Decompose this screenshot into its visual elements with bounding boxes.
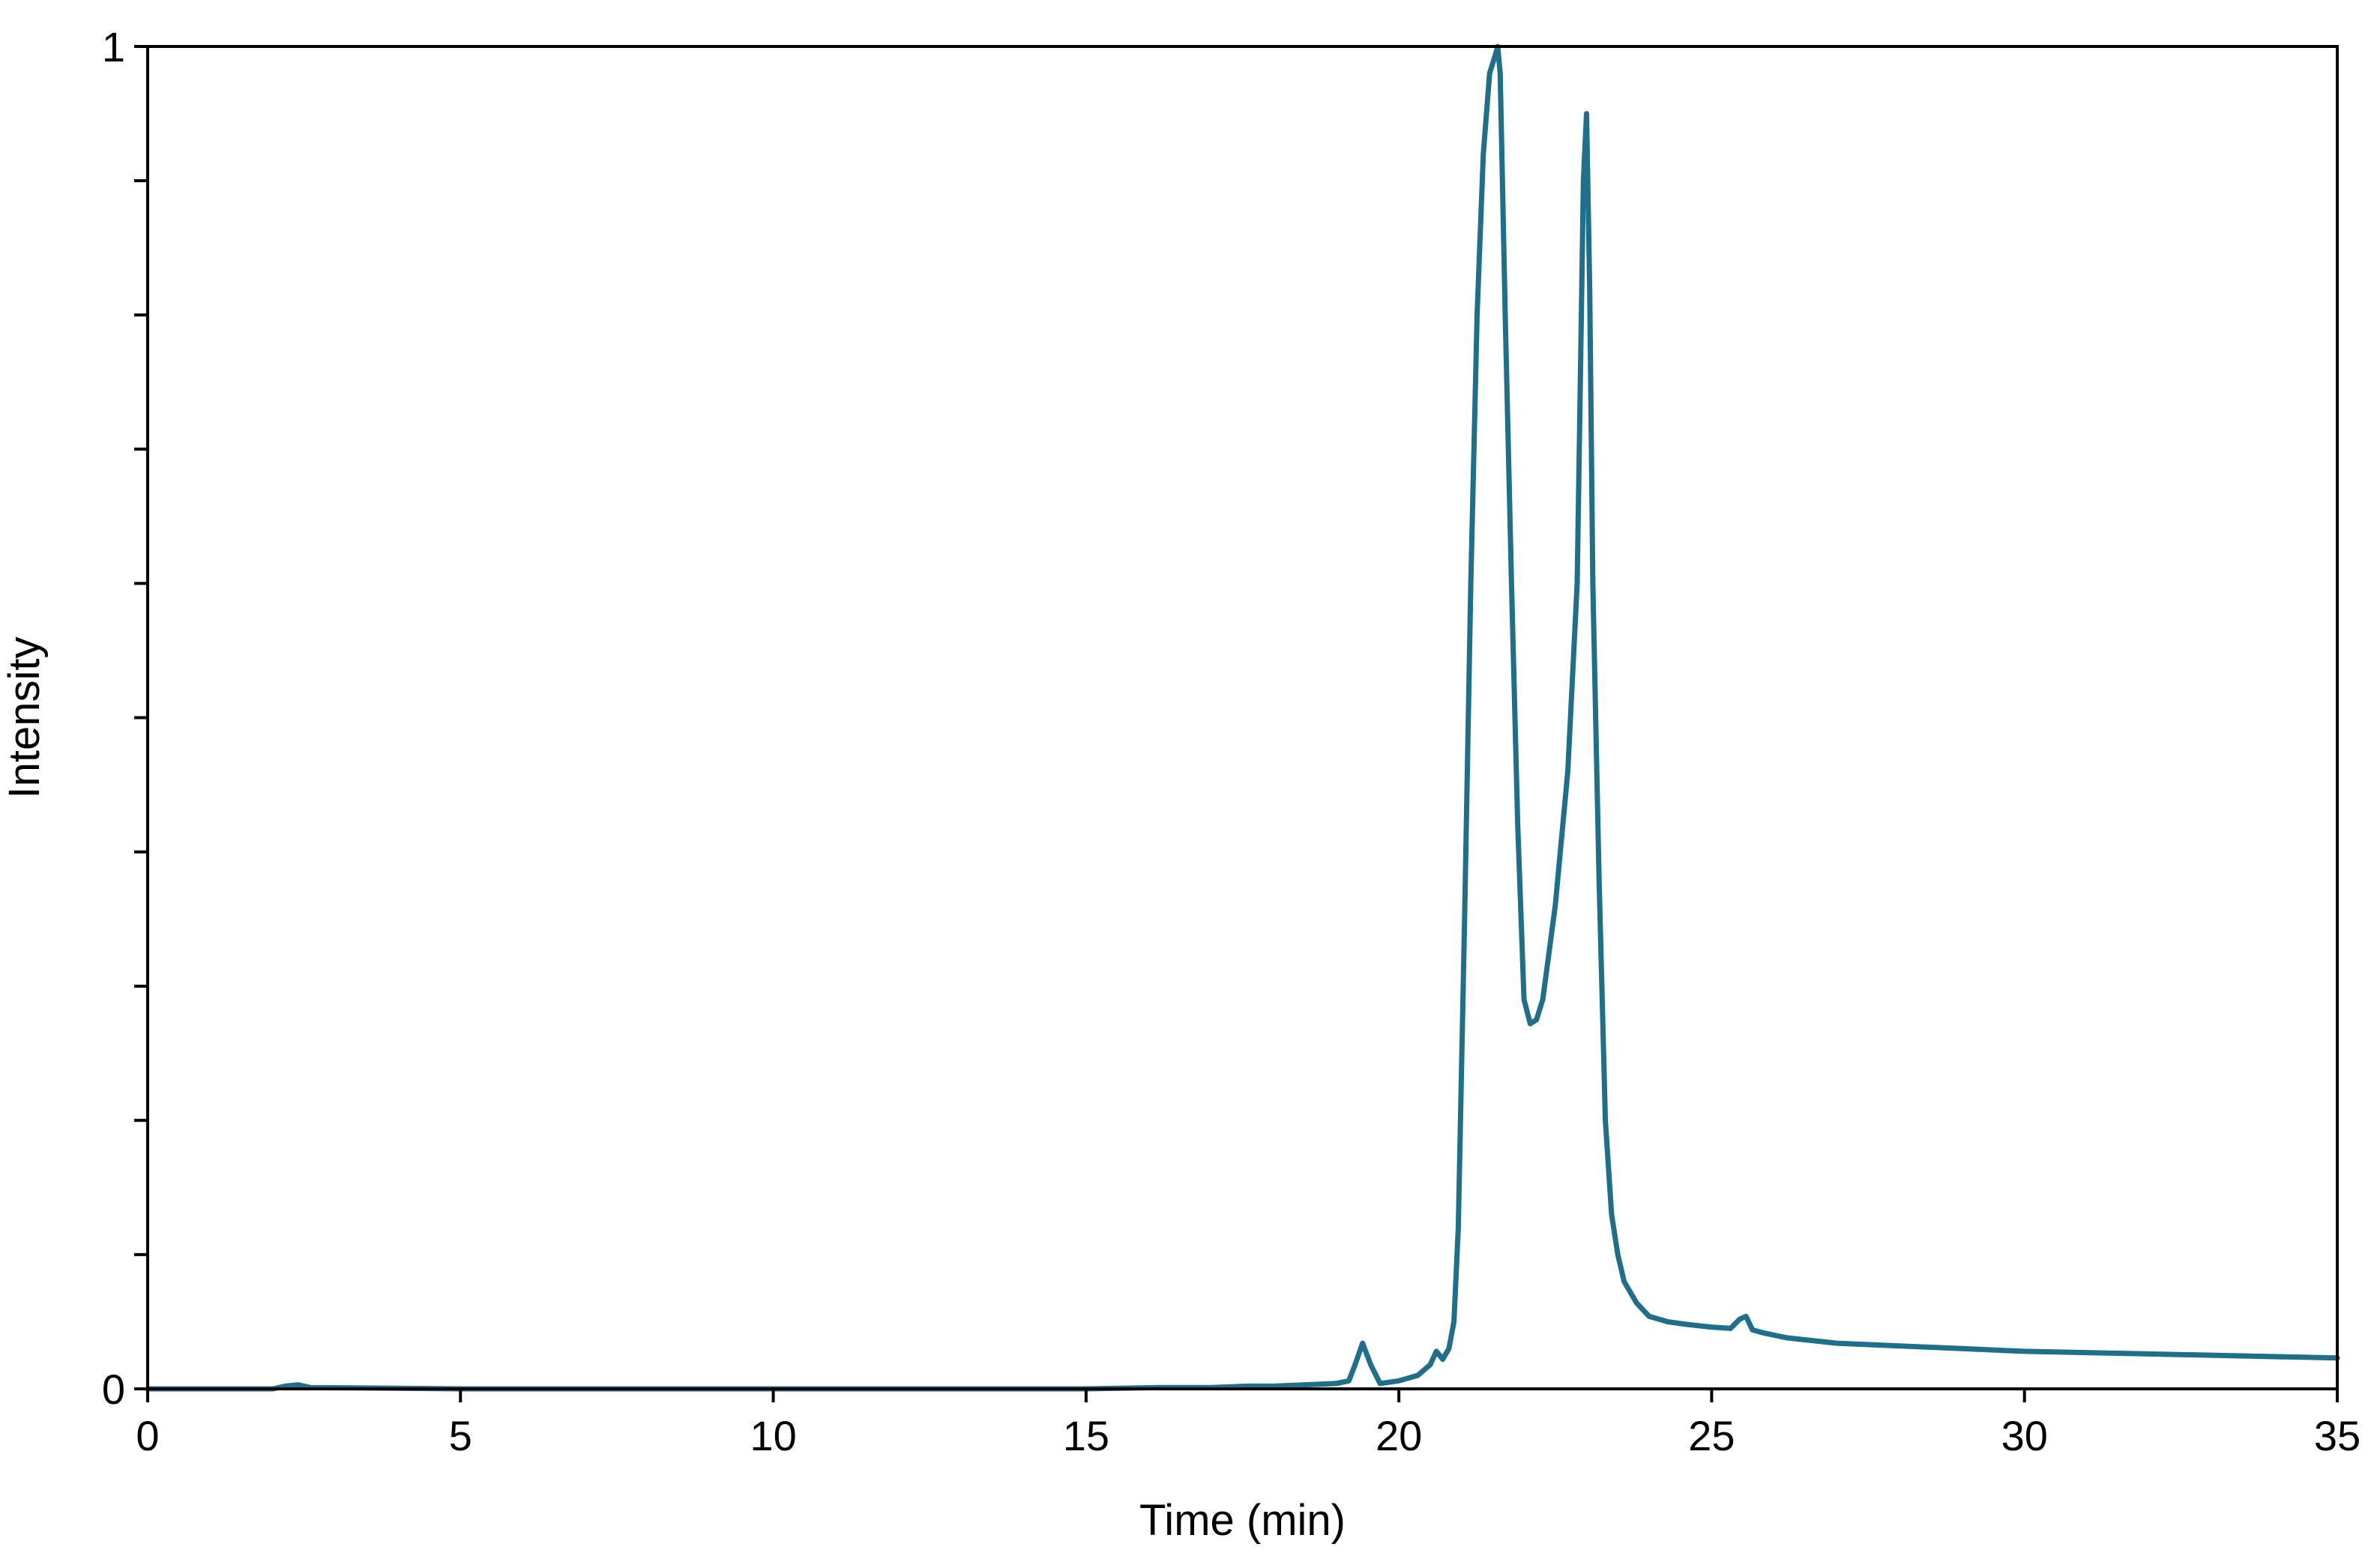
- intensity-trace-line: [145, 43, 2340, 1392]
- plot-frame: [146, 45, 2339, 1390]
- x-tick-label: 30: [2001, 1412, 2048, 1459]
- y-axis-ticks: 01: [102, 23, 148, 1413]
- x-tick-label: 0: [136, 1412, 159, 1459]
- x-tick-label: 10: [750, 1412, 796, 1459]
- x-tick-label: 20: [1376, 1412, 1422, 1459]
- x-tick-label: 35: [2314, 1412, 2361, 1459]
- y-tick-label: 1: [102, 23, 125, 70]
- y-tick-label: 0: [102, 1366, 125, 1413]
- x-tick-label: 25: [1688, 1412, 1735, 1459]
- x-tick-label: 5: [449, 1412, 472, 1459]
- x-axis-ticks: 0 5 10 15 20 25 30 35: [136, 1389, 2361, 1459]
- y-axis-title: Intensity: [0, 637, 49, 799]
- x-axis-title: Time (min): [1139, 1496, 1346, 1545]
- x-tick-label: 15: [1063, 1412, 1109, 1459]
